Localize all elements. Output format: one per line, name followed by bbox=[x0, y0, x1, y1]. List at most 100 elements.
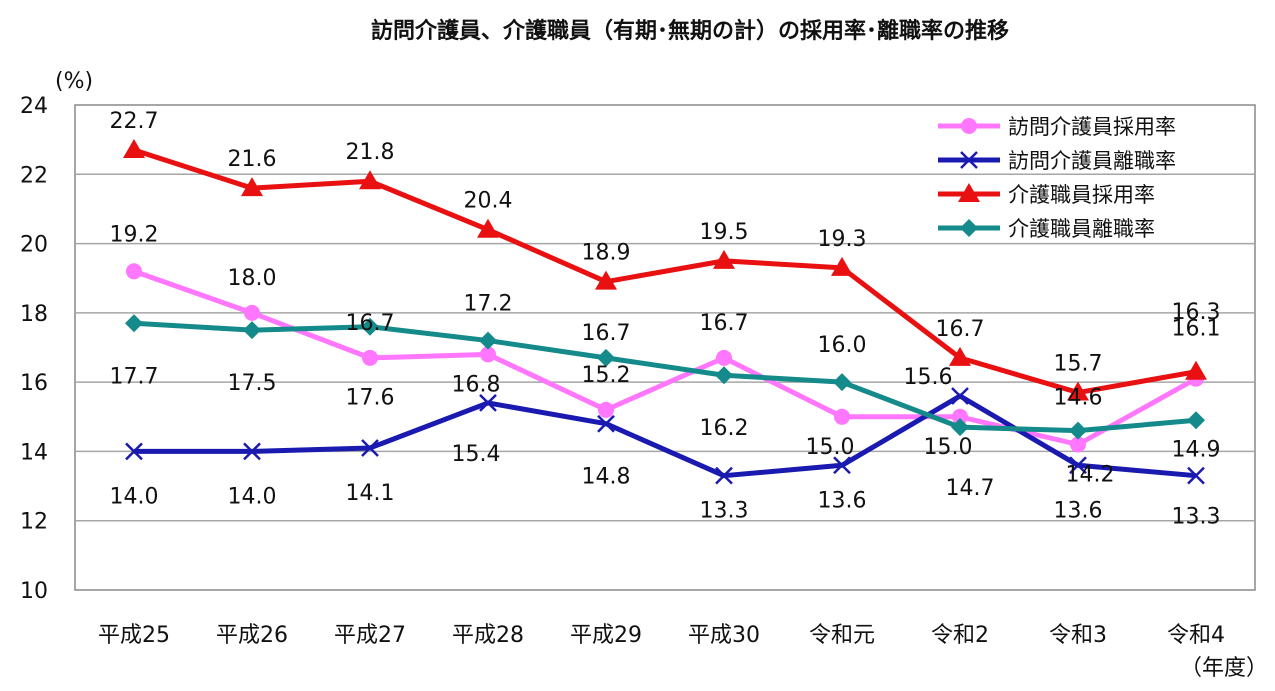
plot-area-frame bbox=[74, 104, 1256, 591]
data-point bbox=[1069, 456, 1087, 475]
data-label: 18.0 bbox=[228, 266, 277, 291]
data-label: 13.3 bbox=[1172, 505, 1221, 530]
data-point bbox=[958, 183, 980, 202]
y-tick-label: 24 bbox=[20, 94, 48, 119]
data-point bbox=[480, 346, 496, 363]
data-label: 16.7 bbox=[700, 311, 749, 336]
data-point bbox=[960, 219, 978, 237]
data-label: 16.7 bbox=[346, 311, 395, 336]
x-tick-label: 令和2 bbox=[931, 623, 989, 648]
data-label: 22.7 bbox=[110, 109, 159, 134]
data-point bbox=[1187, 466, 1205, 485]
data-point bbox=[1187, 411, 1205, 430]
data-point bbox=[126, 263, 142, 280]
data-point bbox=[951, 418, 969, 437]
data-point bbox=[595, 270, 617, 290]
data-point bbox=[598, 401, 614, 418]
data-label: 16.0 bbox=[818, 333, 867, 358]
data-point bbox=[834, 408, 850, 425]
series-line bbox=[133, 320, 1197, 434]
y-tick-label: 18 bbox=[20, 302, 48, 327]
data-point bbox=[125, 442, 143, 461]
data-label: 21.6 bbox=[228, 147, 277, 172]
data-point bbox=[477, 218, 499, 238]
data-label: 14.1 bbox=[346, 481, 395, 506]
data-label: 17.7 bbox=[110, 364, 159, 389]
data-point bbox=[362, 349, 378, 366]
data-label: 17.5 bbox=[228, 371, 277, 396]
legend-label: 訪問介護員採用率 bbox=[1008, 115, 1176, 139]
data-point bbox=[479, 331, 497, 350]
data-label: 15.7 bbox=[1054, 352, 1103, 377]
data-point bbox=[961, 118, 977, 134]
x-tick-label: 平成26 bbox=[216, 623, 288, 648]
data-point bbox=[951, 387, 969, 405]
data-point bbox=[125, 314, 143, 333]
data-point bbox=[479, 394, 497, 412]
legend-label: 訪問介護員離職率 bbox=[1008, 149, 1176, 173]
data-label: 21.8 bbox=[346, 140, 395, 165]
data-point bbox=[361, 317, 379, 336]
data-point bbox=[715, 466, 733, 485]
data-point bbox=[243, 321, 261, 340]
data-point bbox=[1067, 381, 1089, 401]
y-tick-label: 22 bbox=[20, 163, 48, 188]
data-label: 14.7 bbox=[946, 476, 995, 501]
data-label: 16.2 bbox=[700, 416, 749, 441]
data-point bbox=[715, 366, 733, 385]
data-point bbox=[244, 304, 260, 321]
data-label: 14.2 bbox=[1066, 463, 1115, 488]
data-label: 20.4 bbox=[464, 189, 513, 214]
data-point bbox=[716, 349, 732, 366]
x-axis-label: （年度） bbox=[1180, 656, 1268, 681]
data-point bbox=[243, 442, 261, 461]
data-label: 15.0 bbox=[924, 435, 973, 460]
data-point bbox=[597, 414, 615, 433]
series-line bbox=[133, 268, 1198, 447]
x-tick-label: 令和元 bbox=[809, 623, 875, 648]
x-tick-label: 令和4 bbox=[1167, 623, 1225, 648]
data-point bbox=[359, 170, 381, 190]
x-tick-label: 令和3 bbox=[1049, 623, 1107, 648]
data-label: 17.2 bbox=[464, 292, 513, 317]
data-label: 14.6 bbox=[1054, 386, 1103, 411]
y-axis-label: (%) bbox=[55, 69, 93, 94]
data-labels: 19.2 18.0 16.7 16.8 15.2 16.7 15.0 15.0 14.2 16.1… bbox=[110, 109, 1221, 530]
data-label: 13.6 bbox=[818, 488, 867, 513]
y-tick-label: 20 bbox=[20, 233, 48, 258]
data-label: 18.9 bbox=[582, 241, 631, 266]
series-line bbox=[133, 147, 1197, 396]
data-label: 19.2 bbox=[110, 222, 159, 247]
legend-label: 介護職員離職率 bbox=[1008, 217, 1155, 241]
chart-title: 訪問介護員、介護職員（有期･無期の計）の採用率･離職率の推移 bbox=[371, 18, 1009, 44]
y-tick-label: 10 bbox=[20, 579, 48, 604]
data-label: 14.0 bbox=[228, 484, 277, 509]
data-label: 16.8 bbox=[452, 372, 501, 397]
data-point bbox=[361, 439, 379, 457]
data-label: 15.4 bbox=[452, 442, 501, 467]
x-tick-labels: 平成25 平成26 平成27 平成28 平成29 平成30 令和元 令和2 令和3 令和4 bbox=[98, 623, 1225, 648]
data-label: 13.3 bbox=[700, 499, 749, 524]
data-point bbox=[833, 373, 851, 392]
data-label: 17.6 bbox=[346, 386, 395, 411]
data-point bbox=[949, 346, 971, 366]
data-point bbox=[1069, 421, 1087, 440]
y-tick-label: 12 bbox=[20, 510, 48, 535]
data-label: 19.5 bbox=[700, 220, 749, 245]
data-label: 15.6 bbox=[904, 365, 953, 390]
data-label: 15.0 bbox=[806, 435, 855, 460]
data-label: 13.6 bbox=[1054, 498, 1103, 523]
y-tick-label: 14 bbox=[20, 440, 48, 465]
data-point bbox=[831, 256, 853, 276]
data-point bbox=[952, 408, 968, 425]
data-point bbox=[241, 177, 263, 197]
data-point bbox=[123, 139, 145, 159]
data-label: 16.1 bbox=[1172, 317, 1221, 342]
x-tick-label: 平成29 bbox=[570, 623, 642, 648]
series-layer bbox=[123, 139, 1207, 485]
data-label: 14.8 bbox=[582, 465, 631, 490]
data-label: 16.7 bbox=[582, 321, 631, 346]
data-point bbox=[713, 249, 735, 269]
